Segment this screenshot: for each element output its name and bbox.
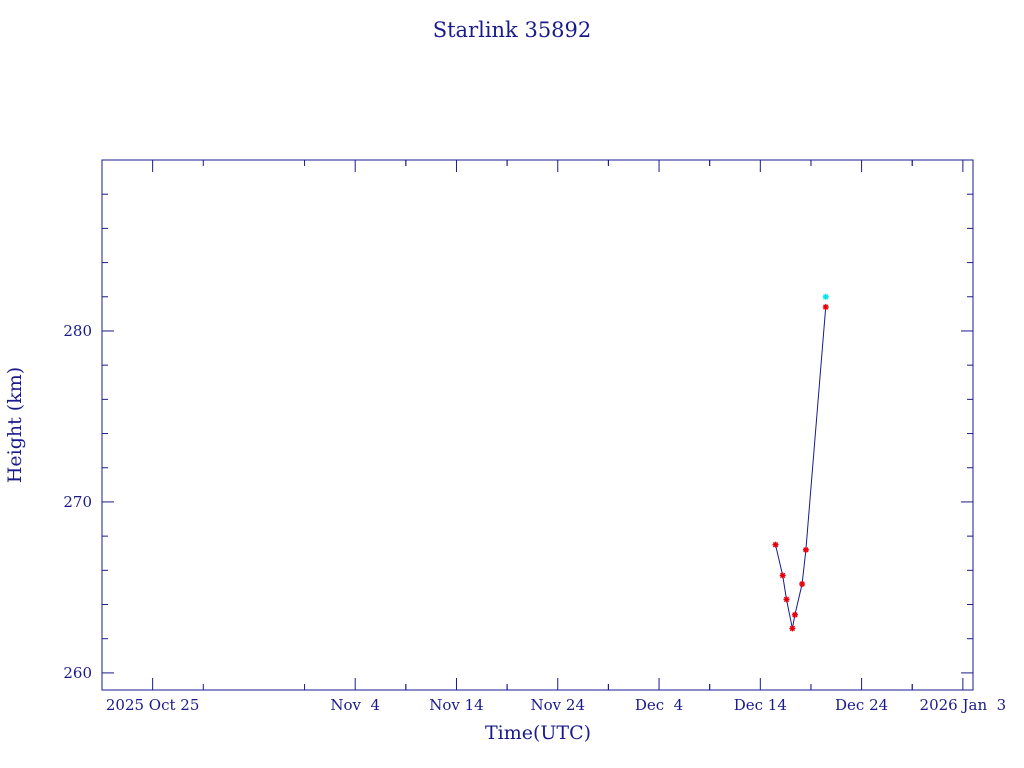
data-point xyxy=(789,625,796,632)
axis-ticks xyxy=(102,160,973,690)
x-axis-label: Time(UTC) xyxy=(485,722,591,744)
x-tick-label: 2026 Jan 3 xyxy=(920,696,1007,714)
data-point xyxy=(779,572,786,579)
data-point xyxy=(772,541,779,548)
data-point xyxy=(822,304,829,311)
data-point xyxy=(802,546,809,553)
y-tick-label: 260 xyxy=(63,664,92,682)
series-line xyxy=(775,306,827,629)
data-point xyxy=(783,596,790,603)
y-tick-label: 270 xyxy=(63,493,92,511)
latest-data-point xyxy=(822,293,829,300)
plot-frame xyxy=(101,159,974,691)
x-tick-label: Dec 4 xyxy=(635,696,683,714)
x-tick-labels: 2025 Oct 25 Nov 4 Nov 14 Nov 24 Dec 4 Dec 14 D… xyxy=(106,696,1006,714)
chart-title: Starlink 35892 xyxy=(433,18,592,42)
x-tick-label: Dec 24 xyxy=(835,696,888,714)
data-point xyxy=(799,581,806,587)
x-tick-label: Nov 4 xyxy=(330,696,380,714)
y-tick-labels: 260 270 280 xyxy=(63,322,92,682)
x-tick-label: Dec 14 xyxy=(734,696,787,714)
x-tick-label: Nov 14 xyxy=(429,696,484,714)
series-layer xyxy=(772,293,829,632)
data-point xyxy=(791,611,798,618)
y-tick-label: 280 xyxy=(63,322,92,340)
y-axis-label: Height (km) xyxy=(4,367,26,483)
x-tick-label: 2025 Oct 25 xyxy=(106,696,200,714)
x-tick-label: Nov 24 xyxy=(531,696,586,714)
